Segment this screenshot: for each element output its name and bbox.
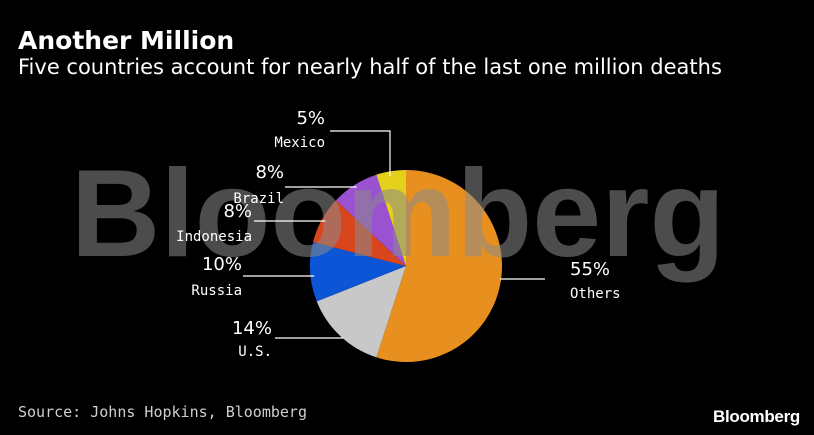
chart-subtitle: Five countries account for nearly half o… — [18, 55, 722, 79]
category-label-brazil: Brazil — [233, 191, 284, 207]
pie-slices — [309, 170, 502, 363]
pie-slice-indonesia — [313, 200, 406, 266]
pie-slice-us — [316, 266, 406, 358]
category-label-russia: Russia — [191, 283, 242, 299]
bloomberg-logo: Bloomberg — [712, 407, 800, 426]
pie-slice-others — [376, 170, 502, 363]
pie-slice-russia — [309, 242, 406, 302]
pie-slice-mexico — [376, 170, 406, 266]
data-label-russia: 10% — [202, 254, 242, 275]
data-label-indonesia: 8% — [223, 201, 252, 222]
data-label-others: 55% — [570, 259, 610, 280]
data-label-us: 14% — [232, 318, 272, 339]
data-label-mexico: 5% — [296, 108, 325, 129]
chart-title: Another Million — [18, 26, 235, 55]
bloomberg-watermark: Bloomberg — [71, 145, 725, 283]
source-note: Source: Johns Hopkins, Bloomberg — [18, 403, 307, 421]
category-label-mexico: Mexico — [274, 135, 325, 151]
category-label-others: Others — [570, 286, 621, 302]
category-label-us: U.S. — [238, 344, 272, 360]
category-label-indonesia: Indonesia — [176, 229, 252, 245]
slice-annotations: 55%Others14%U.S.10%Russia8%Indonesia8%Br… — [176, 108, 620, 360]
data-label-brazil: 8% — [255, 162, 284, 183]
pie-slice-brazil — [336, 174, 406, 266]
leader-line-mexico — [330, 130, 391, 176]
